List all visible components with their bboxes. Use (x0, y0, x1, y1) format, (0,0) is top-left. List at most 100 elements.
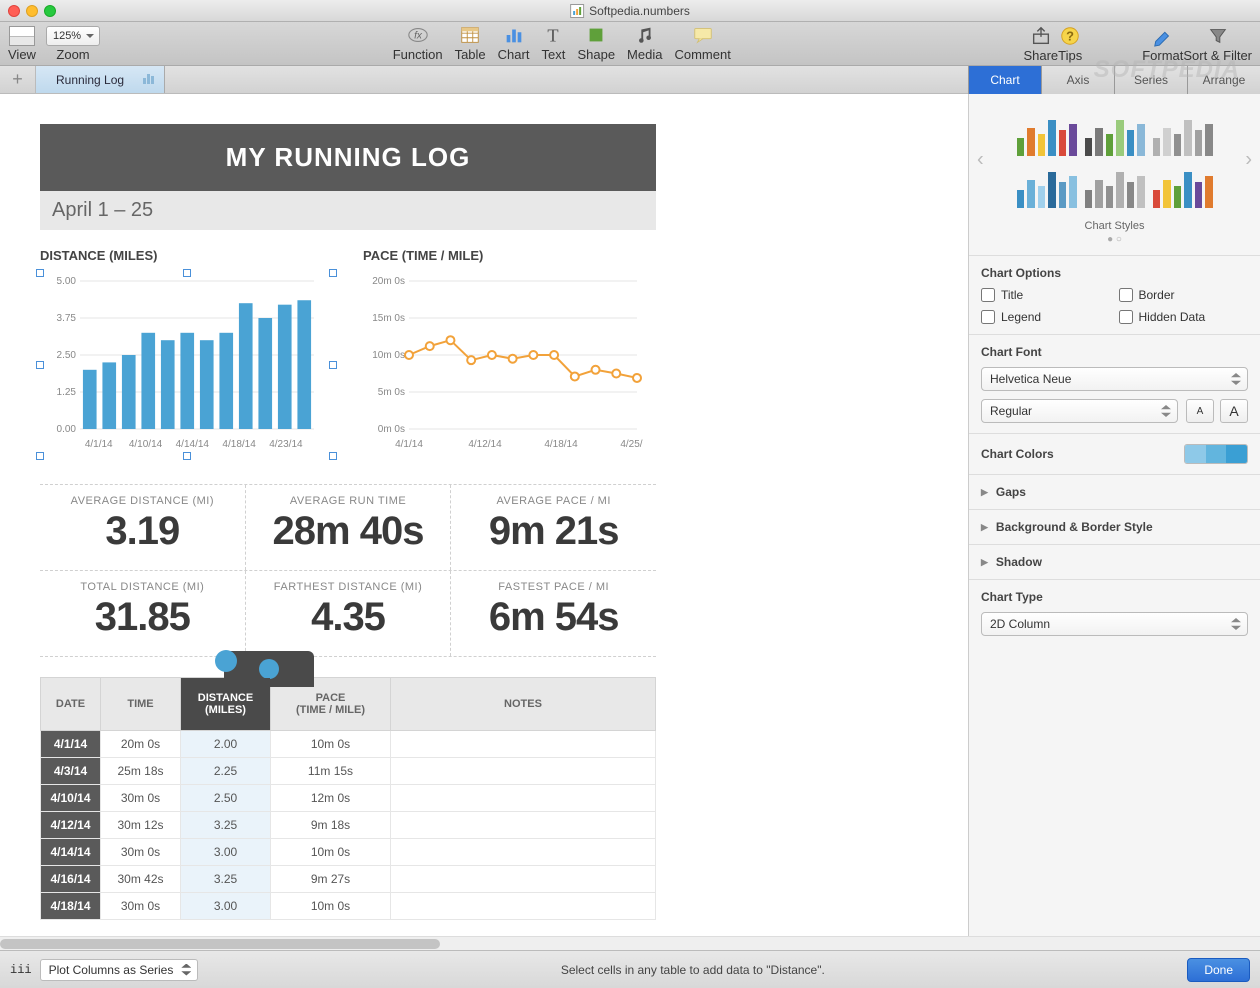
opt-legend[interactable]: Legend (981, 310, 1111, 324)
table-cell[interactable]: 2.50 (181, 785, 271, 812)
pace-chart[interactable]: 0m 0s5m 0s10m 0s15m 0s20m 0s4/1/144/12/1… (363, 273, 656, 456)
chart-style-thumb[interactable] (1153, 164, 1213, 208)
table-cell[interactable]: 11m 15s (271, 758, 391, 785)
share-button[interactable]: Share (1023, 25, 1058, 63)
table-cell[interactable]: 4/14/14 (41, 839, 101, 866)
selection-handle[interactable] (329, 361, 337, 369)
chart-button[interactable]: Chart (498, 24, 530, 62)
table-cell[interactable]: 9m 27s (271, 866, 391, 893)
table-row[interactable]: 4/14/1430m 0s3.0010m 0s (41, 839, 656, 866)
table-cell[interactable]: 4/12/14 (41, 812, 101, 839)
zoom-control[interactable]: 125%Zoom (46, 26, 100, 62)
inspector-tab-axis[interactable]: Axis (1041, 66, 1114, 94)
table-cell[interactable]: 10m 0s (271, 893, 391, 920)
tips-button[interactable]: ?Tips (1058, 25, 1082, 63)
function-button[interactable]: fxFunction (393, 24, 443, 62)
table-cell[interactable]: 4/1/14 (41, 731, 101, 758)
opt-hidden[interactable]: Hidden Data (1119, 310, 1249, 324)
table-cell[interactable]: 2.25 (181, 758, 271, 785)
inspector-tab-arrange[interactable]: Arrange (1187, 66, 1260, 94)
table-row[interactable]: 4/1/1420m 0s2.0010m 0s (41, 731, 656, 758)
media-button[interactable]: Media (627, 24, 662, 62)
inspector-tab-series[interactable]: Series (1114, 66, 1187, 94)
plot-mode-select[interactable]: Plot Columns as Series (40, 959, 199, 981)
table-cell[interactable]: 30m 12s (101, 812, 181, 839)
table-header[interactable]: NOTES (391, 678, 656, 731)
table-cell[interactable]: 3.25 (181, 866, 271, 893)
chart-styles[interactable]: ‹ › (981, 104, 1248, 216)
font-family-select[interactable]: Helvetica Neue (981, 367, 1248, 391)
table-row[interactable]: 4/10/1430m 0s2.5012m 0s (41, 785, 656, 812)
table-cell[interactable]: 3.25 (181, 812, 271, 839)
gaps-disclosure[interactable]: Gaps (969, 475, 1260, 509)
zoom-button[interactable] (44, 5, 56, 17)
table-cell[interactable]: 30m 42s (101, 866, 181, 893)
shape-button[interactable]: Shape (577, 24, 615, 62)
table-button[interactable]: Table (455, 24, 486, 62)
table-cell[interactable] (391, 812, 656, 839)
font-smaller-button[interactable]: A (1186, 399, 1214, 423)
table-cell[interactable]: 3.00 (181, 893, 271, 920)
table-header[interactable]: TIME (101, 678, 181, 731)
table-cell[interactable]: 3.00 (181, 839, 271, 866)
chart-colors-chip[interactable] (1184, 444, 1248, 464)
table-cell[interactable]: 4/18/14 (41, 893, 101, 920)
table-cell[interactable]: 10m 0s (271, 839, 391, 866)
selection-handle[interactable] (183, 269, 191, 277)
data-table[interactable]: DATETIMEDISTANCE(MILES)PACE(TIME / MILE)… (40, 677, 656, 920)
chart-style-thumb[interactable] (1085, 112, 1145, 156)
table-row[interactable]: 4/12/1430m 12s3.259m 18s (41, 812, 656, 839)
done-button[interactable]: Done (1187, 958, 1250, 982)
distance-chart[interactable]: 0.001.252.503.755.004/1/144/10/144/14/14… (40, 273, 333, 456)
chart-type-select[interactable]: 2D Column (981, 612, 1248, 636)
selection-handle[interactable] (183, 452, 191, 460)
close-button[interactable] (8, 5, 20, 17)
table-cell[interactable]: 9m 18s (271, 812, 391, 839)
format-button[interactable]: Format (1142, 25, 1183, 63)
chart-style-thumb[interactable] (1085, 164, 1145, 208)
table-cell[interactable] (391, 785, 656, 812)
font-weight-select[interactable]: Regular (981, 399, 1178, 423)
table-cell[interactable] (391, 893, 656, 920)
table-cell[interactable] (391, 839, 656, 866)
view-button[interactable]: View (8, 26, 36, 62)
selection-handle[interactable] (329, 269, 337, 277)
selection-handle[interactable] (36, 361, 44, 369)
table-cell[interactable]: 2.00 (181, 731, 271, 758)
table-cell[interactable]: 4/10/14 (41, 785, 101, 812)
opt-border[interactable]: Border (1119, 288, 1249, 302)
chart-style-thumb[interactable] (1017, 112, 1077, 156)
table-cell[interactable]: 10m 0s (271, 731, 391, 758)
sheet-tab[interactable]: Running Log (36, 66, 165, 93)
table-cell[interactable] (391, 866, 656, 893)
text-button[interactable]: TText (541, 24, 565, 62)
chart-style-thumb[interactable] (1153, 112, 1213, 156)
selection-handle[interactable] (36, 269, 44, 277)
selection-handle[interactable] (329, 452, 337, 460)
table-cell[interactable]: 4/16/14 (41, 866, 101, 893)
opt-title[interactable]: Title (981, 288, 1111, 302)
table-cell[interactable]: 20m 0s (101, 731, 181, 758)
table-row[interactable]: 4/3/1425m 18s2.2511m 15s (41, 758, 656, 785)
styles-prev[interactable]: ‹ (977, 149, 984, 172)
table-cell[interactable]: 30m 0s (101, 839, 181, 866)
table-cell[interactable] (391, 758, 656, 785)
table-header[interactable]: DISTANCE(MILES) (181, 678, 271, 731)
add-sheet-button[interactable]: + (0, 66, 36, 93)
table-cell[interactable]: 30m 0s (101, 893, 181, 920)
background-disclosure[interactable]: Background & Border Style (969, 510, 1260, 544)
table-row[interactable]: 4/18/1430m 0s3.0010m 0s (41, 893, 656, 920)
table-header[interactable]: DATE (41, 678, 101, 731)
table-cell[interactable]: 25m 18s (101, 758, 181, 785)
table-cell[interactable]: 4/3/14 (41, 758, 101, 785)
table-cell[interactable]: 12m 0s (271, 785, 391, 812)
styles-next[interactable]: › (1245, 149, 1252, 172)
zoom-value[interactable]: 125% (46, 26, 100, 46)
inspector-tab-chart[interactable]: Chart (968, 66, 1041, 94)
scrollbar-thumb[interactable] (0, 939, 440, 949)
sort-filter-button[interactable]: Sort & Filter (1183, 25, 1252, 63)
comment-button[interactable]: Comment (674, 24, 730, 62)
table-row[interactable]: 4/16/1430m 42s3.259m 27s (41, 866, 656, 893)
horizontal-scrollbar[interactable] (0, 936, 1260, 950)
canvas[interactable]: MY RUNNING LOG April 1 – 25 DISTANCE (MI… (0, 94, 968, 936)
